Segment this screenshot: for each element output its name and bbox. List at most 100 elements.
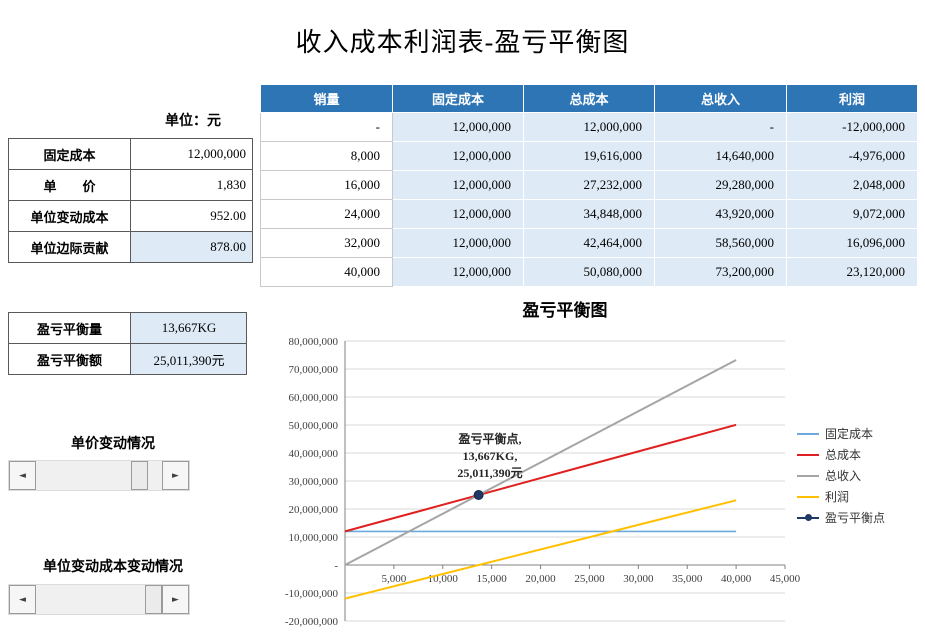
svg-text:-: - [334,560,338,572]
cell-fixed-cost: 12,000,000 [392,228,524,258]
right-arrow-icon: ► [172,594,179,605]
legend-line-icon [797,432,819,435]
svg-text:50,000,000: 50,000,000 [289,420,339,432]
cell-total-revenue: 58,560,000 [654,228,787,258]
svg-text:30,000: 30,000 [623,573,654,585]
legend-label: 固定成本 [825,427,874,441]
legend-line-icon [797,453,819,456]
legend-item-breakeven-point: 盈亏平衡点 [797,507,885,528]
cell-fixed-cost: 12,000,000 [392,170,524,200]
chart-title: 盈亏平衡图 [522,301,608,320]
param-row: 单位边际贡献 878.00 [8,231,253,263]
svg-text:80,000,000: 80,000,000 [289,336,339,348]
svg-text:60,000,000: 60,000,000 [289,392,339,404]
legend-label: 盈亏平衡点 [825,511,886,525]
table-header-row: 销量 固定成本 总成本 总收入 利润 [260,84,918,113]
svg-text:5,000: 5,000 [382,573,407,585]
cell-profit: 23,120,000 [786,257,918,287]
header-total-cost: 总成本 [523,84,655,113]
breakeven-chart: 80,000,000 70,000,000 60,000,000 50,000,000… [285,336,801,628]
cell-profit: -12,000,000 [786,112,918,142]
svg-text:45,000: 45,000 [770,573,801,585]
svg-text:20,000: 20,000 [525,573,556,585]
svg-text:70,000,000: 70,000,000 [289,364,339,376]
cell-sales: 32,000 [260,228,393,258]
cell-total-revenue: 43,920,000 [654,199,787,229]
param-label: 单 价 [8,169,131,201]
cost-scrollbar[interactable]: ◄ ► [8,584,190,615]
price-scrollbar-thumb[interactable] [131,461,148,490]
svg-text:20,000,000: 20,000,000 [289,504,339,516]
param-label: 固定成本 [8,138,131,170]
header-total-revenue: 总收入 [654,84,787,113]
header-fixed-cost: 固定成本 [392,84,524,113]
scroll-left-button[interactable]: ◄ [9,461,36,490]
legend-label: 总收入 [825,469,862,483]
svg-text:25,000: 25,000 [574,573,605,585]
left-arrow-icon: ◄ [19,470,26,481]
svg-text:40,000: 40,000 [721,573,752,585]
cell-profit: 16,096,000 [786,228,918,258]
breakeven-row: 盈亏平衡量 13,667KG [8,312,247,344]
legend-line-icon [797,474,819,477]
legend-item-total-revenue: 总收入 [797,465,885,486]
table-row: 24,000 12,000,000 34,848,000 43,920,000 … [260,199,918,229]
annotation-line: 25,011,390元 [457,466,523,480]
cell-total-cost: 50,080,000 [523,257,655,287]
right-arrow-icon: ► [172,470,179,481]
table-row: 8,000 12,000,000 19,616,000 14,640,000 -… [260,141,918,171]
cell-total-revenue: 73,200,000 [654,257,787,287]
svg-text:35,000: 35,000 [672,573,703,585]
unit-label: 单位：元 [165,114,221,129]
cell-total-cost: 19,616,000 [523,141,655,171]
cell-total-revenue: 14,640,000 [654,141,787,171]
annotation-line: 盈亏平衡点, [458,432,522,446]
cell-profit: 9,072,000 [786,199,918,229]
cost-scrollbar-track[interactable] [36,585,162,614]
legend-item-profit: 利润 [797,486,885,507]
param-value: 878.00 [130,231,253,263]
cell-total-cost: 34,848,000 [523,199,655,229]
table-row: 32,000 12,000,000 42,464,000 58,560,000 … [260,228,918,258]
cost-scrollbar-thumb[interactable] [145,585,162,614]
scroll-right-button[interactable]: ► [162,461,189,490]
breakeven-annotation: 盈亏平衡点, 13,667KG, 25,011,390元 [415,431,565,482]
table-row: - 12,000,000 12,000,000 - -12,000,000 [260,112,918,142]
scroll-left-button[interactable]: ◄ [9,585,36,614]
param-row: 固定成本 12,000,000 [8,138,253,170]
table-row: 40,000 12,000,000 50,080,000 73,200,000 … [260,257,918,287]
breakeven-row: 盈亏平衡额 25,011,390元 [8,343,247,375]
price-change-label: 单价变动情况 [71,437,155,452]
legend-marker-icon [797,514,819,521]
cell-sales: 24,000 [260,199,393,229]
cell-sales: 16,000 [260,170,393,200]
scroll-right-button[interactable]: ► [162,585,189,614]
cell-total-revenue: - [654,112,787,142]
cell-fixed-cost: 12,000,000 [392,141,524,171]
cell-sales: - [260,112,393,142]
breakeven-label: 盈亏平衡额 [8,343,131,375]
cell-total-cost: 42,464,000 [523,228,655,258]
breakeven-value: 25,011,390元 [130,343,247,375]
param-value[interactable]: 1,830 [130,169,253,201]
legend-item-fixed-cost: 固定成本 [797,423,885,444]
svg-text:30,000,000: 30,000,000 [289,476,339,488]
legend-line-icon [797,495,819,498]
cell-sales: 40,000 [260,257,393,287]
svg-text:-20,000,000: -20,000,000 [285,616,339,628]
cost-change-label: 单位变动成本变动情况 [43,560,183,575]
cell-fixed-cost: 12,000,000 [392,199,524,229]
breakeven-dot-icon [805,514,812,521]
price-scrollbar[interactable]: ◄ ► [8,460,190,491]
table-row: 16,000 12,000,000 27,232,000 29,280,000 … [260,170,918,200]
cell-fixed-cost: 12,000,000 [392,112,524,142]
breakeven-table: 盈亏平衡量 13,667KG 盈亏平衡额 25,011,390元 [8,312,247,375]
chart-legend: 固定成本 总成本 总收入 利润 盈亏平衡点 [797,423,885,528]
legend-label: 总成本 [825,448,862,462]
param-value[interactable]: 12,000,000 [130,138,253,170]
cell-fixed-cost: 12,000,000 [392,257,524,287]
param-value[interactable]: 952.00 [130,200,253,232]
svg-text:15,000: 15,000 [477,573,508,585]
cell-profit: -4,976,000 [786,141,918,171]
legend-item-total-cost: 总成本 [797,444,885,465]
